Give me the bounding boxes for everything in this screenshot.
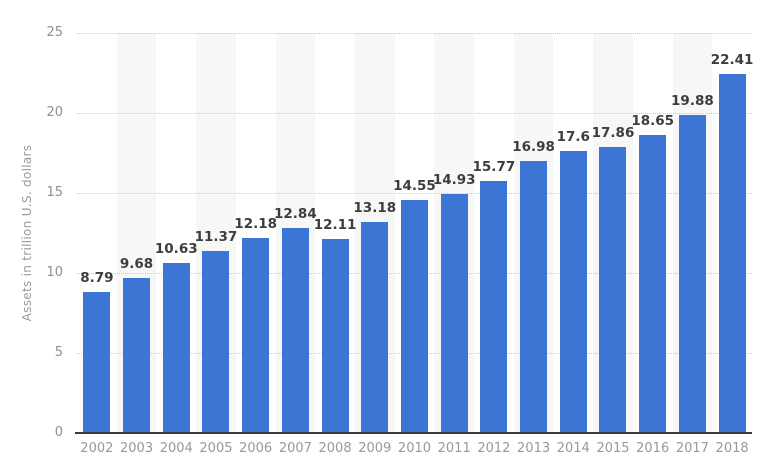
bar-columns: 8.79 9.68 10.63 11.37 12.18 12.84 12.11 13.18 14… [77, 33, 754, 433]
x-tick-label-2005: 2005 [199, 441, 233, 456]
x-tick-label-2014: 2014 [556, 441, 590, 456]
bar-2011[interactable] [440, 194, 468, 433]
column-2005: 11.37 [194, 33, 238, 433]
y-tick-label-10: 10 [46, 265, 63, 280]
value-label-2002: 8.79 [80, 270, 114, 287]
column-2004: 10.63 [154, 33, 198, 433]
column-2003: 9.68 [117, 33, 157, 433]
column-2014: 17.6 [553, 33, 593, 433]
gridline-25 [77, 33, 752, 34]
bar-2017[interactable] [678, 114, 706, 433]
value-label-2004: 10.63 [154, 240, 198, 257]
column-2015: 17.86 [591, 33, 635, 433]
value-label-2016: 18.65 [631, 112, 675, 129]
x-axis-tick-labels: 2002 2003 2004 2005 2006 2007 2008 2009 2010 2011… [77, 440, 752, 458]
value-label-2005: 11.37 [194, 229, 238, 246]
gridline-15 [77, 193, 752, 194]
column-2011: 14.93 [432, 33, 476, 433]
bar-2010[interactable] [400, 200, 428, 433]
bar-2006[interactable] [242, 238, 270, 433]
value-label-2006: 12.18 [234, 216, 278, 233]
x-tick-label-2010: 2010 [397, 441, 432, 456]
value-label-2007: 12.84 [274, 205, 317, 222]
x-tick-label-2002: 2002 [80, 441, 114, 456]
bar-2014[interactable] [559, 151, 587, 433]
bar-2008[interactable] [321, 239, 349, 433]
bar-2018[interactable] [718, 74, 746, 433]
value-label-2008: 12.11 [313, 217, 357, 234]
column-2002: 8.79 [77, 33, 117, 433]
value-label-2014: 17.6 [556, 129, 590, 146]
x-tick-label-2017: 2017 [675, 441, 709, 456]
plot-area: 8.79 9.68 10.63 11.37 12.18 12.84 12.11 13.18 14… [77, 33, 754, 433]
column-2009: 13.18 [353, 33, 397, 433]
bar-2005[interactable] [202, 251, 230, 433]
bar-2002[interactable] [83, 292, 111, 433]
y-tick-label-20: 20 [46, 105, 63, 120]
column-2017: 19.88 [671, 33, 714, 433]
x-tick-label-2006: 2006 [239, 441, 273, 456]
bar-2007[interactable] [281, 227, 309, 433]
bar-2003[interactable] [123, 278, 151, 433]
value-label-2010: 14.55 [393, 178, 436, 195]
x-tick-label-2004: 2004 [159, 441, 193, 456]
bar-2012[interactable] [480, 180, 508, 433]
value-label-2012: 15.77 [472, 158, 516, 175]
bar-2013[interactable] [520, 161, 548, 433]
column-2016: 18.65 [631, 33, 675, 433]
x-tick-label-2011: 2011 [437, 441, 471, 456]
value-label-2013: 16.98 [512, 139, 555, 156]
column-2012: 15.77 [472, 33, 516, 433]
x-tick-label-2016: 2016 [636, 441, 670, 456]
y-axis-tick-labels: 0 5 10 15 20 25 [0, 25, 63, 440]
column-2008: 12.11 [313, 33, 357, 433]
bar-2009[interactable] [361, 222, 389, 433]
y-tick-label-5: 5 [54, 345, 63, 360]
y-tick-label-0: 0 [54, 425, 63, 440]
bar-2016[interactable] [639, 134, 667, 433]
x-tick-label-2007: 2007 [278, 441, 312, 456]
x-tick-label-2015: 2015 [596, 441, 630, 456]
value-label-2018: 22.41 [710, 52, 754, 69]
x-tick-label-2008: 2008 [318, 441, 352, 456]
bar-2004[interactable] [162, 262, 190, 433]
x-tick-label-2009: 2009 [358, 441, 392, 456]
value-label-2003: 9.68 [119, 256, 154, 273]
x-tick-label-2003: 2003 [120, 441, 154, 456]
column-2018: 22.41 [710, 33, 754, 433]
y-tick-label-15: 15 [46, 185, 63, 200]
bar-2015[interactable] [599, 147, 627, 433]
value-label-2017: 19.88 [671, 92, 714, 109]
column-2010: 14.55 [393, 33, 436, 433]
value-label-2015: 17.86 [591, 125, 635, 142]
gridline-20 [77, 113, 752, 114]
value-label-2011: 14.93 [432, 172, 476, 189]
column-2013: 16.98 [512, 33, 555, 433]
x-tick-label-2018: 2018 [715, 441, 749, 456]
column-2006: 12.18 [234, 33, 278, 433]
y-tick-label-25: 25 [46, 25, 63, 40]
x-tick-label-2012: 2012 [477, 441, 511, 456]
value-label-2009: 13.18 [353, 200, 397, 217]
x-tick-label-2013: 2013 [517, 441, 551, 456]
column-2007: 12.84 [274, 33, 317, 433]
x-axis-line [75, 432, 752, 434]
